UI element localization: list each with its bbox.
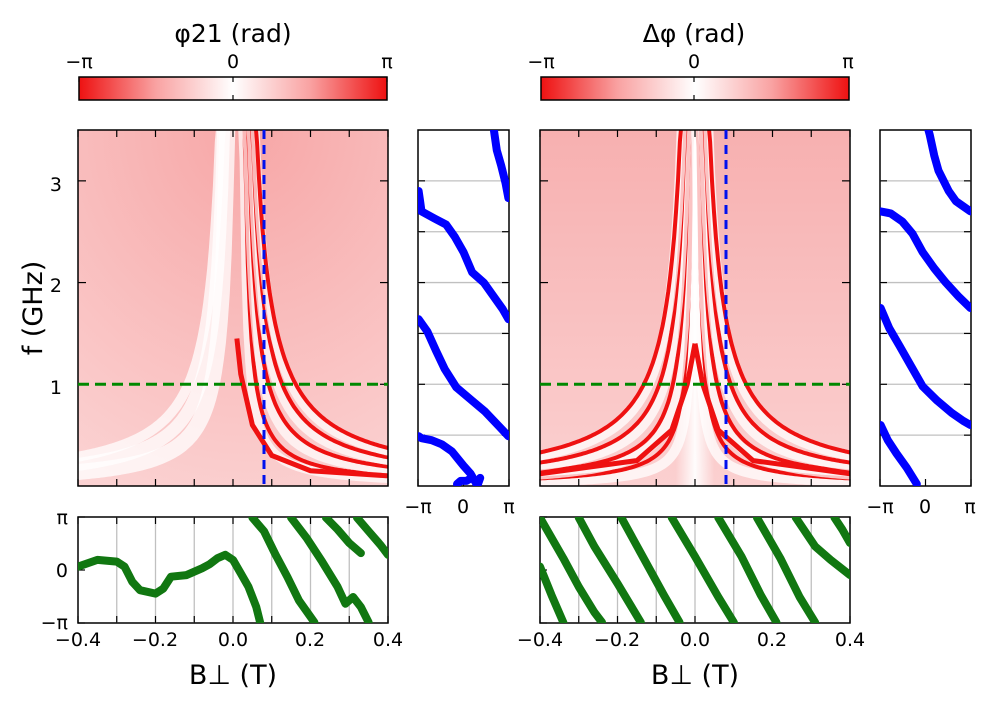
left-xtick-label: −0.2	[132, 629, 178, 651]
left-colorbar	[78, 76, 388, 101]
left-hcut-ytick-min: −π	[41, 612, 68, 634]
left-hcut-ytick-max: π	[57, 507, 68, 529]
right-hcut-series-seg6	[714, 517, 781, 623]
right-colorbar	[540, 76, 850, 101]
left-colorbar-tick-max: π	[381, 51, 392, 73]
right-hcut-xticks: −0.4 −0.2 0.0 0.2 0.4	[517, 629, 865, 651]
ytick-label-2: 2	[50, 275, 62, 297]
left-xtick-label: −0.4	[55, 629, 101, 651]
ytick-label-1: 1	[50, 377, 62, 399]
left-vcut-xtick-zero: 0	[457, 496, 469, 518]
left-vcut-series-seg6	[489, 130, 509, 203]
left-map-band-light	[246, 130, 388, 466]
right-colorbar-tick-zero: 0	[688, 51, 700, 73]
right-xtick-label: 0.0	[680, 629, 710, 651]
left-hcut-series-seg3	[287, 517, 373, 623]
right-hcut-series-seg2	[540, 517, 606, 623]
left-colorbar-tick-zero: 0	[227, 51, 239, 73]
right-vcut-xtick-zero: 0	[919, 496, 931, 518]
right-map-cusp	[692, 343, 850, 477]
right-map-band-dark	[707, 130, 850, 455]
ytick-label-3: 3	[50, 174, 62, 196]
y-axis-label: f (GHz)	[18, 261, 49, 356]
right-vcut-xtick-min: −π	[866, 496, 893, 518]
left-hcut-series-seg2	[248, 517, 319, 623]
right-map-band-dark	[702, 130, 850, 465]
right-hcut-series-seg3	[574, 517, 645, 623]
right-colorbar-tick-max: π	[842, 51, 853, 73]
left-hcut-ytick-zero: 0	[56, 560, 68, 582]
right-xtick-label: 0.2	[757, 629, 787, 651]
right-map-band-light	[698, 130, 850, 471]
right-colorbar-tick-min: −π	[527, 51, 554, 73]
left-map-band-light	[242, 130, 388, 475]
right-map-band-light	[540, 130, 699, 486]
right-vcut-xtick-max: π	[964, 496, 975, 518]
right-vcut-series-seg3	[880, 207, 971, 312]
right-map-band-light	[703, 130, 850, 461]
left-vcut-series-seg4	[418, 315, 509, 441]
left-x-axis-label: B⊥ (T)	[189, 660, 277, 691]
left-horizontal-cut-panel	[77, 516, 389, 624]
right-map-band-dark	[540, 130, 683, 455]
right-vcut-series-seg4	[924, 130, 971, 216]
left-map-band-dark	[246, 130, 388, 469]
left-vcut-series-seg3	[418, 432, 481, 486]
left-colorbar-title: φ21 (rad)	[174, 19, 291, 48]
left-map-band-light	[250, 130, 388, 456]
right-hcut-series-seg1	[540, 562, 568, 623]
right-map-band-light	[540, 130, 687, 461]
left-vcut-series-seg5	[418, 187, 509, 324]
left-hcut-xticks: −0.4 −0.2 0.0 0.2 0.4	[55, 629, 403, 651]
right-vcut-series-seg1	[880, 421, 921, 486]
right-hcut-series-seg9	[830, 517, 850, 547]
right-map-band-dark	[540, 130, 688, 465]
left-colorbar-tick-min: −π	[65, 51, 92, 73]
left-map-band-light	[78, 130, 231, 471]
right-hcut-series-seg4	[617, 517, 684, 623]
left-hcut-series-seg4	[322, 517, 365, 558]
right-hcut-series-seg5	[667, 517, 738, 623]
left-vertical-cut-panel	[417, 129, 510, 487]
left-vcut-xtick-max: π	[503, 496, 514, 518]
left-xtick-label: 0.2	[295, 629, 325, 651]
right-x-axis-label: B⊥ (T)	[651, 660, 739, 691]
right-map-cusp	[540, 343, 698, 477]
left-vcut-xtick-min: −π	[404, 496, 431, 518]
left-map-band-dark	[250, 130, 388, 460]
left-hcut-series-seg1	[78, 550, 265, 623]
left-xtick-label: 0.0	[218, 629, 248, 651]
left-map-band-dark	[254, 130, 388, 451]
right-map-band-light	[540, 130, 692, 471]
right-xtick-label: 0.4	[835, 629, 865, 651]
left-vcut-series-seg1	[453, 473, 476, 486]
right-horizontal-cut-panel	[539, 516, 851, 624]
left-map-band-light	[78, 130, 236, 481]
right-heatmap	[539, 129, 851, 487]
left-hcut-series-seg5	[353, 517, 388, 559]
left-map-band-light	[78, 130, 226, 462]
right-hcut-series-seg7	[753, 517, 820, 623]
right-hcut-series-seg8	[791, 517, 850, 580]
right-xtick-label: −0.2	[594, 629, 640, 651]
left-xtick-label: 0.4	[373, 629, 403, 651]
right-xtick-label: −0.4	[517, 629, 563, 651]
left-heatmap	[77, 129, 389, 487]
right-map-band-light	[691, 130, 850, 486]
left-map-cusp	[234, 338, 388, 479]
right-colorbar-title: Δφ (rad)	[643, 19, 746, 48]
right-vcut-series-seg2	[880, 304, 971, 429]
right-vertical-cut-panel	[879, 129, 972, 487]
